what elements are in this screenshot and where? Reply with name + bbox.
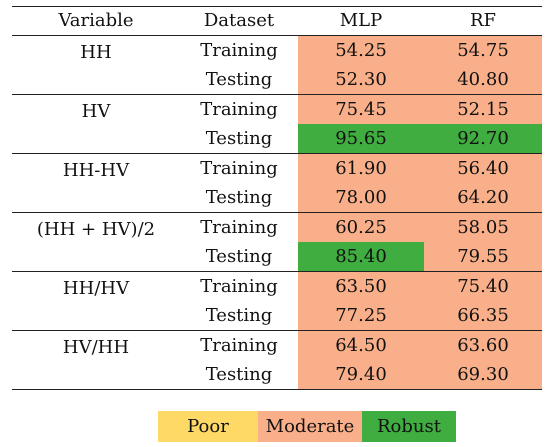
dataset-cell: Training bbox=[200, 335, 278, 356]
mlp-cell: 79.40 bbox=[298, 360, 424, 389]
rf-cell: 58.05 bbox=[424, 213, 542, 242]
mlp-cell: 54.25 bbox=[298, 36, 424, 65]
rf-cell: 79.55 bbox=[424, 242, 542, 271]
table-row: Training 54.25 54.75 bbox=[12, 36, 542, 65]
header-rf: RF bbox=[469, 10, 497, 31]
mlp-cell: 63.50 bbox=[298, 272, 424, 301]
table-row: Testing 52.30 40.80 bbox=[12, 65, 542, 94]
dataset-cell: Testing bbox=[205, 246, 273, 267]
group-separator bbox=[12, 330, 542, 331]
variable-label: HH bbox=[80, 42, 112, 63]
group-separator bbox=[12, 271, 542, 272]
table-row: Training 61.90 56.40 bbox=[12, 154, 542, 183]
group-separator bbox=[12, 212, 542, 213]
table-row: Training 64.50 63.60 bbox=[12, 331, 542, 360]
dataset-cell: Training bbox=[200, 276, 278, 297]
mlp-cell: 78.00 bbox=[298, 183, 424, 212]
legend-poor: Poor bbox=[158, 411, 258, 442]
dataset-cell: Testing bbox=[205, 364, 273, 385]
table-row: Testing 77.25 66.35 bbox=[12, 301, 542, 330]
table-row: Testing 85.40 79.55 bbox=[12, 242, 542, 271]
rf-cell: 92.70 bbox=[424, 124, 542, 153]
rf-cell: 64.20 bbox=[424, 183, 542, 212]
mlp-cell: 60.25 bbox=[298, 213, 424, 242]
dataset-cell: Testing bbox=[205, 69, 273, 90]
legend-robust: Robust bbox=[362, 411, 456, 442]
table-row: Testing 78.00 64.20 bbox=[12, 183, 542, 212]
rf-cell: 69.30 bbox=[424, 360, 542, 389]
variable-label: HH/HV bbox=[62, 278, 130, 299]
rf-cell: 40.80 bbox=[424, 65, 542, 94]
dataset-cell: Testing bbox=[205, 187, 273, 208]
dataset-cell: Training bbox=[200, 217, 278, 238]
header-bottom-border bbox=[12, 35, 542, 36]
variable-label: (HH + HV)/2 bbox=[36, 219, 156, 240]
mlp-cell: 85.40 bbox=[298, 242, 424, 271]
table-row: Training 63.50 75.40 bbox=[12, 272, 542, 301]
dataset-cell: Training bbox=[200, 99, 278, 120]
mlp-cell: 75.45 bbox=[298, 95, 424, 124]
mlp-cell: 95.65 bbox=[298, 124, 424, 153]
rf-cell: 56.40 bbox=[424, 154, 542, 183]
dataset-cell: Training bbox=[200, 40, 278, 61]
mlp-cell: 61.90 bbox=[298, 154, 424, 183]
header-variable: Variable bbox=[58, 10, 134, 31]
variable-label: HV bbox=[81, 101, 111, 122]
mlp-cell: 77.25 bbox=[298, 301, 424, 330]
rf-cell: 66.35 bbox=[424, 301, 542, 330]
group-separator bbox=[12, 94, 542, 95]
dataset-cell: Testing bbox=[205, 128, 273, 149]
table-row: Testing 79.40 69.30 bbox=[12, 360, 542, 389]
group-separator bbox=[12, 153, 542, 154]
table-row: Training 75.45 52.15 bbox=[12, 95, 542, 124]
header-dataset: Dataset bbox=[203, 10, 275, 31]
mlp-cell: 52.30 bbox=[298, 65, 424, 94]
variable-label: HV/HH bbox=[62, 337, 130, 358]
dataset-cell: Testing bbox=[205, 305, 273, 326]
table-row: Training 60.25 58.05 bbox=[12, 213, 542, 242]
header-row: Variable Dataset MLP RF bbox=[12, 6, 542, 35]
table-top-border bbox=[12, 6, 542, 7]
mlp-cell: 64.50 bbox=[298, 331, 424, 360]
header-mlp: MLP bbox=[339, 10, 383, 31]
legend-moderate: Moderate bbox=[258, 411, 362, 442]
rf-cell: 75.40 bbox=[424, 272, 542, 301]
group-separator bbox=[12, 389, 542, 390]
rf-cell: 63.60 bbox=[424, 331, 542, 360]
dataset-cell: Training bbox=[200, 158, 278, 179]
rf-cell: 54.75 bbox=[424, 36, 542, 65]
variable-label: HH-HV bbox=[62, 160, 130, 181]
rf-cell: 52.15 bbox=[424, 95, 542, 124]
table-row: Testing 95.65 92.70 bbox=[12, 124, 542, 153]
